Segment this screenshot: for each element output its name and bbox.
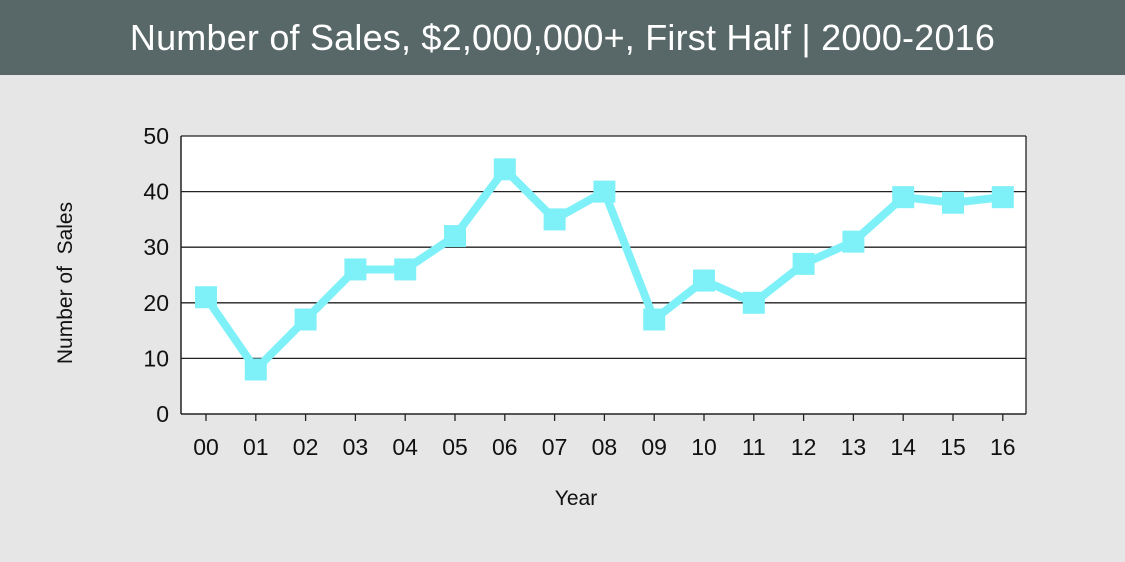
x-tick-label: 15 [940, 434, 966, 460]
data-point [244, 358, 267, 381]
x-tick-label: 13 [841, 434, 867, 460]
y-tick-label: 50 [143, 123, 169, 149]
data-point [593, 180, 616, 203]
x-tick-label: 03 [343, 434, 369, 460]
data-point [942, 191, 964, 214]
x-tick-label: 05 [442, 434, 468, 460]
x-tick-label: 09 [641, 434, 667, 460]
y-tick-label: 30 [143, 234, 169, 260]
x-tick-label: 14 [890, 434, 916, 460]
data-point [195, 286, 217, 309]
data-point [394, 258, 417, 281]
chart-title-banner: Number of Sales, $2,000,000+, First Half… [0, 0, 1125, 75]
data-point [991, 186, 1014, 209]
y-tick-label: 10 [143, 345, 169, 371]
data-point [444, 225, 466, 248]
x-axis-title: Year [555, 487, 597, 510]
axes [180, 136, 1027, 421]
data-point [742, 291, 765, 314]
x-tick-labels: 00 01 02 03 04 05 06 07 08 09 10 11 12 13 14 15 16 [193, 434, 1015, 460]
x-tick-label: 12 [791, 434, 817, 460]
x-tick-label: 06 [492, 434, 518, 460]
x-tick-label: 10 [691, 434, 717, 460]
x-tick-label: 04 [392, 434, 418, 460]
x-tick-label: 16 [990, 434, 1016, 460]
data-point [792, 252, 815, 275]
data-point [543, 208, 566, 231]
data-point [643, 308, 666, 331]
series-number-of-sales [195, 158, 1014, 381]
chart-title: Number of Sales, $2,000,000+, First Half… [129, 16, 996, 58]
data-point [294, 308, 317, 331]
y-tick-label: 20 [143, 290, 169, 316]
y-tick-label: 0 [156, 401, 169, 427]
x-tick-label: 07 [542, 434, 568, 460]
x-tick-label: 11 [742, 434, 766, 460]
x-tick-label: 01 [243, 434, 269, 460]
x-tick-label: 02 [293, 434, 319, 460]
y-tick-labels: 0 10 20 30 40 50 [143, 123, 169, 427]
data-point [842, 230, 865, 253]
x-tick-label: 08 [592, 434, 618, 460]
y-tick-label: 40 [143, 179, 169, 205]
line-chart: 0 10 20 30 40 50 00 01 02 03 04 05 06 07 08 09 10 11 12 13… [54, 123, 1027, 510]
data-point [493, 158, 516, 181]
plot-area [181, 136, 1026, 414]
data-point [892, 186, 915, 209]
x-tick-label: 00 [193, 434, 219, 460]
y-axis-title: Number of Sales [54, 202, 77, 364]
data-point [344, 258, 367, 281]
gridlines [181, 135, 1026, 414]
data-point [693, 269, 715, 292]
